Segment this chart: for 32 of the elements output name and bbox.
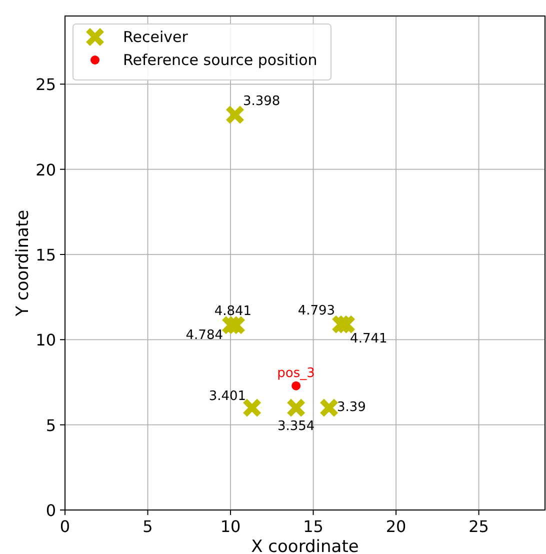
x-tick-label: 20 <box>386 517 406 536</box>
annotation: 3.354 <box>277 418 315 434</box>
point <box>292 381 301 390</box>
x-tick-label: 5 <box>142 517 153 536</box>
x-tick-label: 0 <box>60 517 70 536</box>
annotation: 4.793 <box>298 303 336 318</box>
point <box>226 106 244 124</box>
x-tick-label: 10 <box>220 517 241 536</box>
y-tick-label: 25 <box>36 75 56 94</box>
annotation: 4.741 <box>350 331 388 346</box>
point <box>243 398 262 417</box>
x-tick-label: 25 <box>468 517 489 536</box>
annotation: pos_3 <box>277 366 315 381</box>
x-tick-label: 15 <box>303 517 324 536</box>
legend-label: Reference source position <box>123 51 318 69</box>
legend-label: Receiver <box>123 28 189 46</box>
point <box>287 398 306 417</box>
annotation: 3.398 <box>242 94 280 109</box>
y-tick-label: 15 <box>36 245 56 264</box>
y-tick-label: 5 <box>46 416 56 435</box>
point <box>337 315 356 334</box>
annotation: 4.841 <box>214 304 252 320</box>
point <box>226 316 245 334</box>
annotation: 3.401 <box>208 388 246 404</box>
point <box>320 398 338 417</box>
y-tick-label: 0 <box>46 501 56 520</box>
y-tick-label: 20 <box>36 160 56 180</box>
annotation: 3.39 <box>337 400 366 415</box>
y-tick-label: 10 <box>36 330 56 350</box>
x-axis-title: X coordinate <box>251 537 359 554</box>
annotation: 4.784 <box>186 328 224 344</box>
y-axis-title: Y coordinate <box>13 210 33 318</box>
